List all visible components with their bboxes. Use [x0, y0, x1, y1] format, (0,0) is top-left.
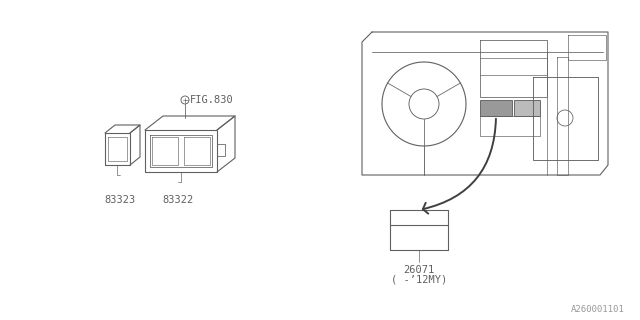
Text: ( -’12MY): ( -’12MY)	[391, 275, 447, 285]
Text: FIG.830: FIG.830	[190, 95, 234, 105]
Text: A260001101: A260001101	[572, 306, 625, 315]
Bar	[514, 100, 540, 116]
Text: 26071: 26071	[403, 265, 435, 275]
Bar	[480, 100, 512, 116]
Text: 83322: 83322	[163, 195, 194, 205]
Text: 83323: 83323	[104, 195, 136, 205]
